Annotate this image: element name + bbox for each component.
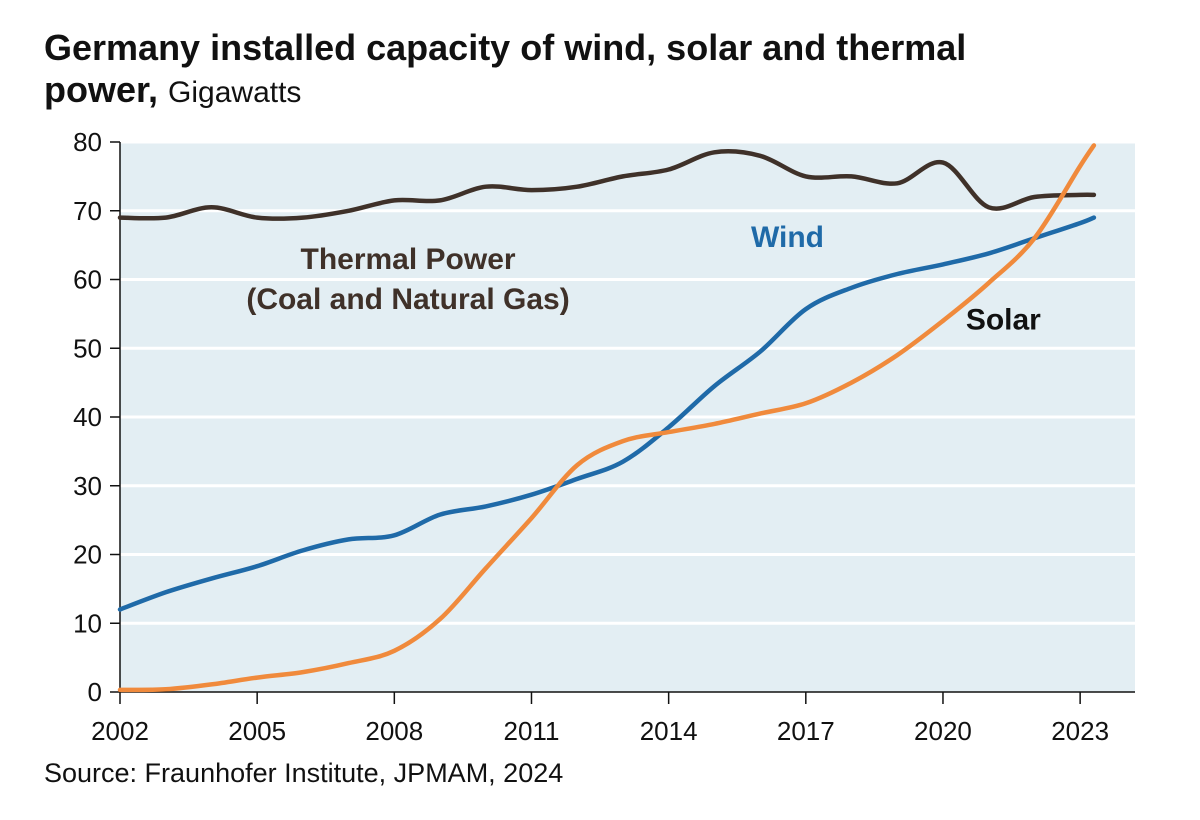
y-tick-label-60: 60 [73,265,102,295]
x-tick-label-2014: 2014 [640,716,698,746]
series-line-solar [117,143,1097,693]
x-tick-label-2020: 2020 [914,716,972,746]
chart-title: Germany installed capacity of wind, sola… [44,27,967,68]
y-tick-label-80: 80 [73,127,102,157]
series-line-thermal-power [117,149,1097,221]
chart-title-continued: power, Gigawatts [44,70,1164,113]
x-tick-label-2005: 2005 [228,716,286,746]
chart-units: Gigawatts [168,76,302,109]
x-tick-label-2017: 2017 [777,716,835,746]
y-tick-label-20: 20 [73,540,102,570]
y-tick-label-0: 0 [88,677,102,707]
x-tick-label-2023: 2023 [1051,716,1109,746]
y-tick-label-10: 10 [73,608,102,638]
chart-title-power: power, [44,69,159,110]
chart-title-block: Germany installed capacity of wind, sola… [44,26,1164,113]
series-line-wind [117,215,1097,612]
source-note: Source: Fraunhofer Institute, JPMAM, 202… [44,758,564,788]
series-label-wind-0: Wind [751,221,824,254]
y-tick-label-40: 40 [73,402,102,432]
x-tick-label-2011: 2011 [504,716,560,746]
y-tick-label-30: 30 [73,471,102,501]
y-tick-label-50: 50 [73,333,102,363]
series-labels: Thermal Power (Coal and Natural Gas) Wind S… [246,221,1041,337]
series-label-thermal-power-1: (Coal and Natural Gas) [246,283,569,316]
x-tick-label-2002: 2002 [91,716,149,746]
x-tick-label-2008: 2008 [365,716,423,746]
series-lines [117,143,1097,693]
axes: 0 10 20 30 40 50 60 70 80 2002 2005 2008 2011 2014 201… [73,127,1135,746]
y-tick-label-70: 70 [73,196,102,226]
series-label-thermal-power-0: Thermal Power [301,243,516,276]
series-label-solar-0: Solar [966,304,1041,337]
